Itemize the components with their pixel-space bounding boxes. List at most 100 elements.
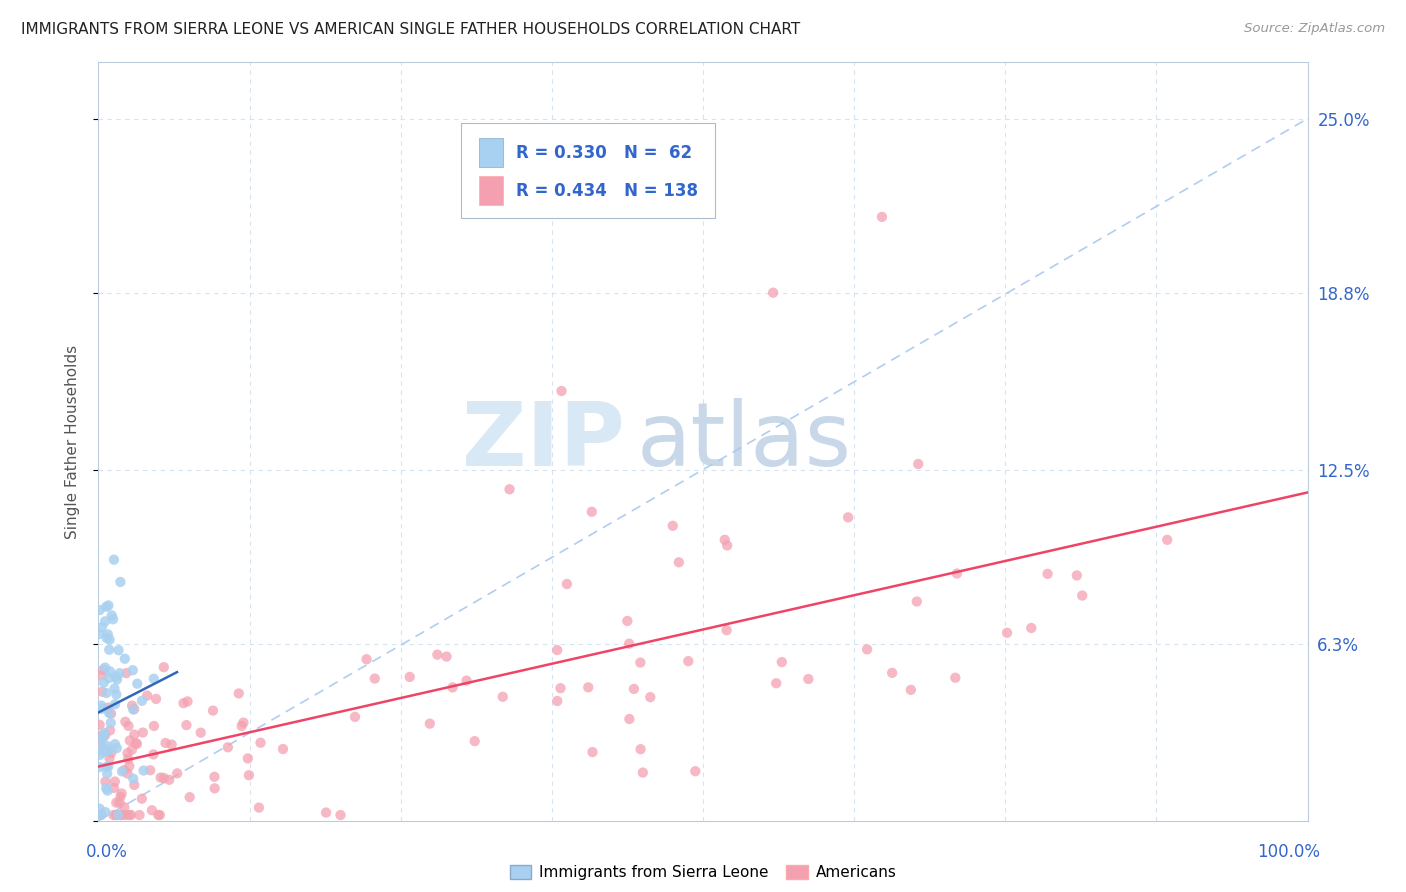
- Point: [231, 719, 253, 733]
- Point: [149, 771, 172, 785]
- Point: [98, 665, 121, 679]
- Point: [104, 670, 127, 684]
- Point: [190, 725, 212, 739]
- Point: [398, 670, 420, 684]
- Point: [128, 808, 150, 822]
- Point: [98, 723, 121, 738]
- Point: [668, 555, 690, 569]
- Point: [98, 632, 121, 647]
- Point: [96, 743, 118, 757]
- Point: [112, 763, 135, 777]
- Point: [176, 718, 198, 732]
- Point: [89, 747, 111, 762]
- Point: [142, 747, 165, 762]
- Point: [172, 696, 194, 710]
- Point: [105, 796, 128, 810]
- Point: [155, 736, 177, 750]
- Point: [94, 660, 117, 674]
- Point: [117, 719, 139, 733]
- Point: [139, 764, 162, 778]
- Point: [100, 715, 122, 730]
- Point: [89, 808, 111, 822]
- Point: [678, 654, 700, 668]
- Point: [110, 808, 132, 822]
- Point: [98, 706, 121, 720]
- Point: [770, 655, 793, 669]
- Point: [176, 694, 198, 708]
- Point: [94, 774, 117, 789]
- Point: [118, 759, 141, 773]
- Point: [118, 808, 141, 822]
- Point: [132, 764, 155, 778]
- Point: [492, 690, 515, 704]
- Point: [157, 772, 180, 787]
- Point: [107, 808, 129, 822]
- Point: [104, 774, 127, 789]
- Point: [630, 742, 652, 756]
- Point: [271, 742, 294, 756]
- Point: [90, 620, 112, 634]
- Point: [943, 671, 966, 685]
- Point: [232, 715, 254, 730]
- Text: R = 0.434   N = 138: R = 0.434 N = 138: [516, 182, 697, 200]
- Point: [617, 637, 640, 651]
- Point: [837, 510, 859, 524]
- Point: [628, 656, 651, 670]
- Point: [110, 808, 132, 822]
- Point: [122, 778, 145, 792]
- Point: [90, 739, 112, 754]
- Point: [870, 210, 893, 224]
- Point: [550, 384, 572, 398]
- Point: [91, 701, 114, 715]
- Point: [110, 789, 132, 804]
- Point: [631, 765, 654, 780]
- Point: [131, 791, 153, 805]
- Point: [623, 681, 645, 696]
- Point: [907, 457, 929, 471]
- Point: [546, 643, 568, 657]
- Point: [114, 651, 136, 665]
- Point: [121, 663, 143, 677]
- Point: [91, 731, 114, 745]
- Point: [107, 643, 129, 657]
- Point: [94, 781, 117, 796]
- Point: [716, 538, 738, 552]
- Point: [456, 673, 478, 688]
- Point: [90, 808, 112, 822]
- Point: [89, 603, 111, 617]
- Point: [101, 612, 124, 626]
- Bar: [479, 138, 503, 167]
- Point: [160, 738, 183, 752]
- Text: 0.0%: 0.0%: [86, 844, 128, 862]
- Point: [114, 808, 136, 822]
- Point: [142, 672, 165, 686]
- Text: Source: ZipAtlas.com: Source: ZipAtlas.com: [1244, 22, 1385, 36]
- Point: [661, 518, 683, 533]
- Point: [97, 627, 120, 641]
- Point: [94, 742, 117, 756]
- Point: [713, 533, 735, 547]
- Point: [441, 681, 464, 695]
- Point: [89, 760, 111, 774]
- Point: [228, 686, 250, 700]
- Point: [90, 668, 112, 682]
- Point: [131, 694, 153, 708]
- Point: [96, 599, 118, 614]
- Point: [117, 766, 139, 780]
- Point: [105, 808, 128, 822]
- Point: [94, 805, 117, 819]
- Point: [546, 694, 568, 708]
- Point: [436, 649, 458, 664]
- Point: [498, 483, 520, 497]
- Legend: Immigrants from Sierra Leone, Americans: Immigrants from Sierra Leone, Americans: [503, 859, 903, 887]
- Point: [120, 808, 142, 822]
- Point: [103, 681, 125, 696]
- Text: ZIP: ZIP: [461, 398, 624, 485]
- Point: [121, 698, 143, 713]
- Point: [315, 805, 337, 820]
- Point: [1021, 621, 1043, 635]
- Point: [419, 716, 441, 731]
- Text: IMMIGRANTS FROM SIERRA LEONE VS AMERICAN SINGLE FATHER HOUSEHOLDS CORRELATION CH: IMMIGRANTS FROM SIERRA LEONE VS AMERICAN…: [21, 22, 800, 37]
- Point: [122, 772, 145, 786]
- Point: [900, 682, 922, 697]
